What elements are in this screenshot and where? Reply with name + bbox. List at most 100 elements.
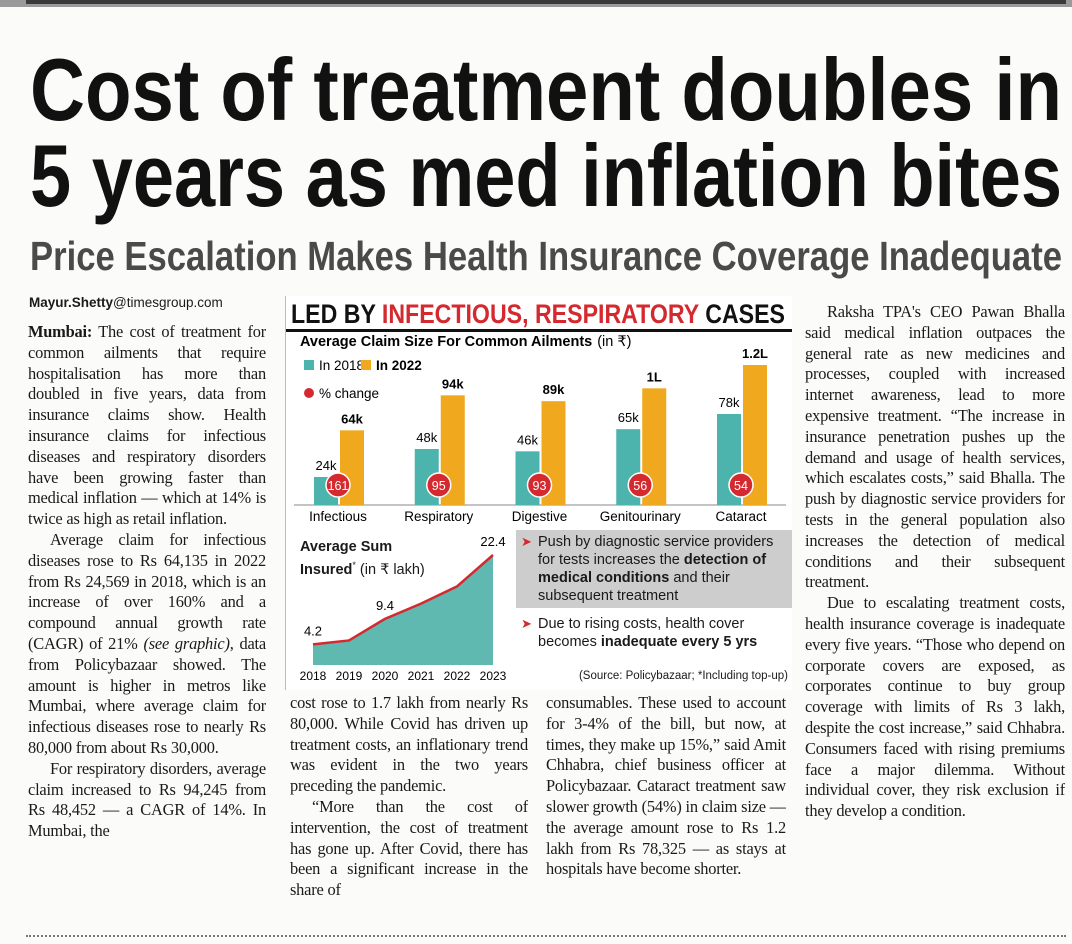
column: Mumbai: The cost of treatment for common…: [28, 322, 266, 922]
value-label: 89k: [543, 382, 565, 397]
text-run: Raksha TPA's CEO Pawan Bhalla said medic…: [805, 302, 1065, 592]
paragraph: Due to escalating treatment costs, healt…: [805, 593, 1065, 822]
paragraph: For respiratory disorders, average claim…: [28, 759, 266, 842]
x-tick-label: 2018: [300, 669, 327, 683]
x-tick-label: 2021: [408, 669, 435, 683]
value-label: 1.2L: [742, 346, 768, 361]
x-tick-label: 2022: [444, 669, 471, 683]
source: (Source: Policybazaar; *Including top-up…: [578, 670, 788, 682]
headline-line: Cost of treatment doubles in: [30, 40, 1062, 139]
value-label: 22.4: [480, 534, 505, 549]
category-label: Genitourinary: [600, 509, 681, 524]
text-run: Average claim for infectious diseases ro…: [28, 529, 266, 653]
value-label: 24k: [316, 458, 337, 473]
area-title-text: Average Sum Insured: [300, 539, 393, 578]
change-label: 54: [734, 479, 748, 493]
value-label: 1L: [647, 369, 662, 384]
change-marker: [426, 472, 452, 498]
chart-title: Average Claim Size For Common Ailments (i…: [300, 334, 631, 350]
legend-label: In 2018: [319, 358, 364, 373]
value-label: 64k: [341, 411, 363, 426]
x-tick-label: 2023: [480, 669, 507, 683]
value-label: 65k: [618, 410, 639, 425]
change-label: 93: [533, 479, 547, 493]
notes: Push by diagnostic service providers for…: [516, 530, 792, 654]
x-tick-label: 2019: [336, 669, 363, 683]
change-label: 161: [328, 479, 349, 493]
heading-rule: [286, 329, 792, 332]
graphic-heading-text: LED BY INFECTIOUS, RESPIRATORY CASES: [291, 299, 785, 329]
text-run: The cost of treatment for common ailment…: [28, 322, 266, 529]
change-label: 95: [432, 479, 446, 493]
heading-run: CASES: [699, 299, 785, 329]
text-run: , data from Policybazaar showed. The amo…: [28, 633, 266, 757]
headline-line: 5 years as med inflation bites: [30, 126, 1062, 225]
text-run: For respiratory disorders, average claim…: [28, 758, 266, 841]
note: Due to rising costs, health cover become…: [516, 612, 792, 654]
change-label: 56: [633, 479, 647, 493]
graphic: LED BY INFECTIOUS, RESPIRATORY CASES Ave…: [285, 296, 792, 690]
paragraph: Raksha TPA's CEO Pawan Bhalla said medic…: [805, 302, 1065, 593]
text-run: “More than the cost of intervention, the…: [290, 796, 528, 900]
text-run: cost rose to 1.7 lakh from nearly Rs 80,…: [290, 693, 528, 796]
paragraph: Average claim for infectious diseases ro…: [28, 530, 266, 759]
change-marker: [526, 472, 553, 498]
value-label: 46k: [517, 432, 538, 447]
category-label: Cataract: [715, 509, 766, 524]
column: Raksha TPA's CEO Pawan Bhalla said medic…: [805, 302, 1065, 922]
legend-swatch: [361, 360, 371, 370]
category-label: Respiratory: [404, 509, 473, 524]
byline-domain: @timesgroup.com: [113, 295, 223, 310]
byline: Mayur.Shetty@timesgroup.com: [29, 295, 223, 310]
value-label: 94k: [442, 376, 464, 391]
x-tick-label: 2020: [372, 669, 399, 683]
category-label: Infectious: [309, 509, 367, 524]
value-label: 9.4: [376, 598, 394, 613]
area-fill: [313, 555, 493, 665]
subtitle: Price Escalation Makes Health Insurance …: [30, 233, 1062, 279]
text-run: inadequate every 5 yrs: [600, 634, 758, 650]
text-run: consumables. These used to account for 3…: [546, 693, 786, 879]
heading-run: INFECTIOUS, RESPIRATORY: [382, 299, 699, 329]
paragraph: consumables. These used to account for 3…: [546, 693, 786, 880]
heading-run: LED BY: [291, 299, 382, 329]
text-run: Due to escalating treatment costs, healt…: [805, 593, 1065, 821]
value-label: 48k: [416, 430, 437, 445]
chart-title-text: Average Claim Size For Common Ailments: [300, 334, 592, 350]
area-title: Average Sum Insured* (in ₹ lakh): [300, 538, 430, 579]
legend-label: In 2022: [376, 358, 422, 373]
category-label: Digestive: [512, 509, 568, 524]
text-run: Mumbai:: [28, 322, 93, 341]
change-marker: [325, 472, 351, 498]
chart-unit: (in ₹): [597, 334, 631, 350]
byline-name: Mayur.Shetty: [29, 295, 114, 310]
change-marker: [627, 472, 653, 498]
legend-swatch: [304, 360, 314, 370]
bar-chart: Average Claim Size For Common Ailments (i…: [294, 334, 786, 524]
text-run: Due to rising costs, health cover become…: [538, 616, 745, 650]
text-run: detection of medical conditions: [538, 552, 767, 586]
column: cost rose to 1.7 lakh from nearly Rs 80,…: [290, 693, 528, 923]
area-unit: (in ₹ lakh): [359, 561, 425, 578]
graphic-heading: LED BY INFECTIOUS, RESPIRATORY CASES: [286, 299, 792, 332]
text-run: and their subsequent treatment: [538, 570, 730, 604]
paragraph: “More than the cost of intervention, the…: [290, 797, 528, 901]
area-title-mark: *: [352, 560, 356, 570]
legend-swatch: [304, 388, 314, 398]
change-marker: [728, 472, 754, 498]
top-rule-dark: [26, 0, 1066, 4]
value-label: 78k: [719, 395, 740, 410]
column: consumables. These used to account for 3…: [546, 693, 786, 923]
value-label: 4.2: [304, 623, 322, 638]
text-run: (see graphic): [143, 633, 230, 653]
bottom-rule: [26, 935, 1066, 937]
area-line: [312, 554, 494, 646]
paragraph: Mumbai: The cost of treatment for common…: [28, 322, 266, 530]
paragraph: cost rose to 1.7 lakh from nearly Rs 80,…: [290, 693, 528, 797]
area-chart: 2018 2019 2020 2021 2022 2023 4.2 9.4 22.4: [300, 534, 507, 683]
text-run: Push by diagnostic service providers for…: [538, 534, 774, 568]
headline: Cost of treatment doubles in 5 years as …: [30, 40, 1062, 279]
legend-label: % change: [319, 386, 379, 401]
note: Push by diagnostic service providers for…: [516, 530, 792, 608]
